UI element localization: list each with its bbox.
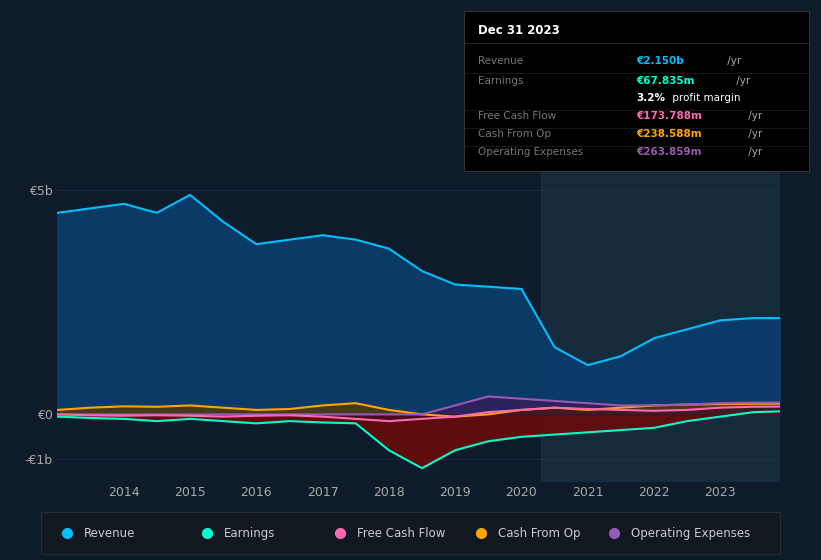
Text: €173.788m: €173.788m	[636, 111, 702, 121]
Text: €238.588m: €238.588m	[636, 129, 702, 139]
Bar	[541, 146, 780, 482]
Text: profit margin: profit margin	[669, 93, 741, 103]
Text: Cash From Op: Cash From Op	[498, 527, 580, 540]
Text: Free Cash Flow: Free Cash Flow	[478, 111, 556, 121]
Text: 3.2%: 3.2%	[636, 93, 665, 103]
Text: Free Cash Flow: Free Cash Flow	[357, 527, 446, 540]
Text: Revenue: Revenue	[478, 55, 523, 66]
Text: Operating Expenses: Operating Expenses	[478, 147, 583, 157]
Text: Operating Expenses: Operating Expenses	[631, 527, 750, 540]
Text: €67.835m: €67.835m	[636, 76, 695, 86]
Text: Earnings: Earnings	[478, 76, 523, 86]
Text: €263.859m: €263.859m	[636, 147, 702, 157]
Text: /yr: /yr	[745, 111, 762, 121]
Text: Cash From Op: Cash From Op	[478, 129, 551, 139]
Text: €2.150b: €2.150b	[636, 55, 684, 66]
Text: Dec 31 2023: Dec 31 2023	[478, 24, 559, 37]
Text: Earnings: Earnings	[224, 527, 276, 540]
Text: /yr: /yr	[745, 147, 762, 157]
Text: /yr: /yr	[724, 55, 741, 66]
Text: Revenue: Revenue	[84, 527, 135, 540]
Text: /yr: /yr	[745, 129, 762, 139]
Text: /yr: /yr	[733, 76, 750, 86]
